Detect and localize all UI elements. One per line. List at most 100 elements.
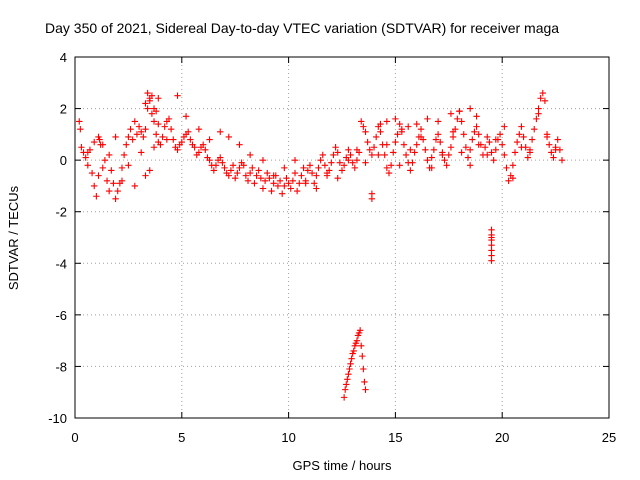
data-point [212,162,220,169]
data-point [447,144,455,151]
data-point [349,159,356,166]
data-point [360,123,367,130]
data-point [244,177,252,184]
data-point [407,167,414,174]
x-tick-label: 25 [602,430,616,445]
data-point [257,174,265,182]
data-point [225,133,232,141]
data-point [344,376,351,383]
data-point [334,149,341,156]
data-point [535,110,542,117]
data-point [336,159,344,166]
data-point [361,378,368,386]
data-point [526,149,534,156]
data-point [417,133,425,141]
data-point [550,154,557,161]
data-point [340,394,348,401]
data-point [383,118,391,125]
data-point [345,370,352,378]
data-point [464,154,472,161]
data-point [390,149,397,156]
data-point [221,164,228,172]
data-point [554,136,561,143]
data-point [300,164,307,172]
data-point [259,156,267,164]
data-point [249,164,256,172]
data-point [219,159,226,166]
data-point [505,177,512,184]
data-point [492,146,499,154]
data-point [229,162,237,169]
data-point [518,123,525,130]
data-point [509,162,517,169]
data-point [492,136,499,143]
data-point [105,151,113,159]
data-point [428,154,435,161]
y-axis-label: SDTVAR / TECUs [6,185,21,290]
data-point [167,126,175,133]
data-point [460,131,467,138]
data-point [486,138,493,146]
y-tick-label: -2 [55,205,67,220]
data-point [362,128,369,135]
data-point [360,365,367,373]
data-point [144,105,151,112]
data-point [199,141,207,148]
data-point [513,138,521,146]
data-point [264,169,271,177]
data-point [195,149,203,156]
data-point [445,151,452,159]
data-point [537,95,544,102]
data-point [528,136,536,143]
data-point [76,118,83,125]
data-point [484,151,491,159]
data-point [251,180,258,187]
x-tick-label: 10 [281,430,295,445]
data-point [462,144,470,151]
data-point [471,128,478,135]
data-point [313,185,320,192]
data-point [217,154,224,161]
data-point [163,136,171,143]
data-point [144,89,151,97]
data-point [185,128,192,135]
data-point [304,167,312,174]
data-point [377,120,384,128]
data-point [511,149,519,156]
data-point [123,141,130,148]
data-point [398,126,406,133]
data-point [422,146,429,154]
data-point [432,136,440,143]
data-point [274,182,282,190]
data-point [319,151,326,159]
data-point [281,164,288,172]
data-point [543,133,551,141]
y-tick-label: -8 [55,359,67,374]
data-point [348,355,355,362]
data-point [548,149,555,156]
data-point [270,180,277,187]
data-point [191,144,198,151]
data-point [524,154,532,161]
data-point [385,169,393,177]
data-point [332,144,339,151]
data-point [133,131,141,138]
data-point [428,164,435,172]
data-point [91,182,98,190]
data-point [356,327,364,334]
data-point [293,187,301,195]
data-point [392,115,399,123]
data-point [127,126,134,133]
data-point [473,113,480,120]
data-point [407,146,414,154]
data-point [346,365,353,373]
data-point [182,113,190,120]
data-point [287,185,294,192]
data-point [475,141,482,148]
data-point [142,100,149,107]
data-point [330,151,337,159]
data-point [340,162,348,169]
data-point [488,234,495,241]
y-tick-label: 4 [60,50,67,65]
data-point [91,138,98,146]
